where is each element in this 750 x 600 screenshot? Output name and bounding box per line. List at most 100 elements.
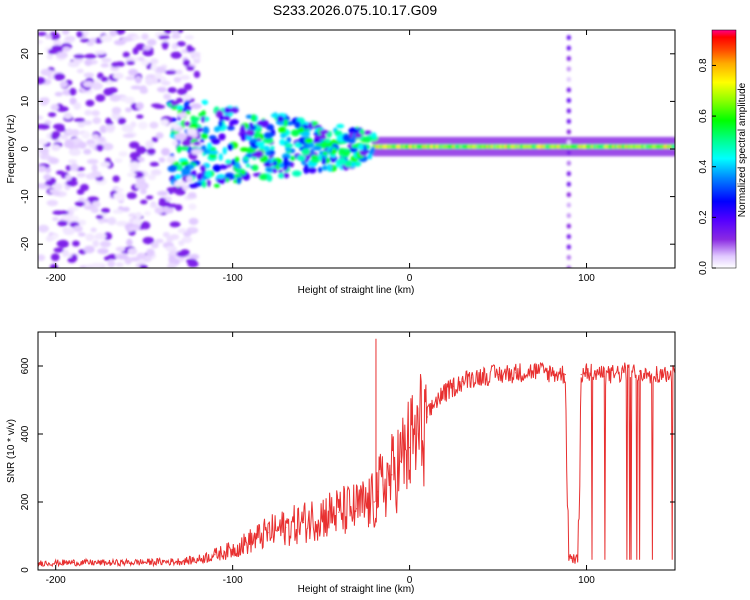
heatmap-cell xyxy=(65,165,72,171)
heatmap-cell xyxy=(56,51,68,59)
heatmap-cell xyxy=(201,99,209,105)
heatmap-cell xyxy=(91,164,98,172)
snr-y-label: SNR (10 * v/v) xyxy=(6,419,17,483)
heatmap-cell xyxy=(190,116,201,121)
heatmap-cell xyxy=(172,30,179,36)
heatmap-cell xyxy=(276,115,284,123)
heatmap-cell xyxy=(180,160,189,166)
heatmap-cell xyxy=(140,199,148,205)
snr-data-point xyxy=(249,540,251,542)
heatmap-cell xyxy=(149,121,159,129)
heatmap-cell xyxy=(234,162,241,169)
heatmap-cell xyxy=(190,103,202,110)
heatmap-cell xyxy=(38,115,44,121)
heatmap-cell xyxy=(270,113,279,118)
heatmap-cell xyxy=(134,211,143,219)
heatmap-cell xyxy=(566,181,572,187)
heatmap-cell xyxy=(240,124,246,132)
heatmap-cell xyxy=(116,220,128,227)
snr-data-point xyxy=(417,433,420,435)
spectrogram-x-ticks: -200 -100 0 100 xyxy=(46,30,595,284)
heatmap-cell xyxy=(38,165,47,173)
heatmap-cell xyxy=(176,250,188,258)
heatmap-cell xyxy=(219,164,228,170)
heatmap-cell xyxy=(566,129,572,135)
heatmap-cell xyxy=(109,30,118,37)
snr-data-point xyxy=(214,554,216,556)
heatmap-cell xyxy=(210,138,221,145)
snr-data-point xyxy=(550,372,552,374)
heatmap-cell xyxy=(94,232,107,240)
heatmap-cell xyxy=(62,46,71,52)
snr-data-point xyxy=(639,370,641,372)
heatmap-cell xyxy=(259,119,269,128)
heatmap-cell xyxy=(566,202,572,208)
heatmap-cell xyxy=(146,147,156,156)
heatmap-cell xyxy=(132,47,139,55)
heatmap-cell xyxy=(284,143,294,148)
heatmap-cell xyxy=(566,118,572,124)
snr-data-point xyxy=(267,532,269,534)
heatmap-cell xyxy=(91,82,103,91)
heatmap-cell xyxy=(164,70,177,75)
heatmap-cell xyxy=(304,163,309,172)
heatmap-cell xyxy=(246,129,254,136)
heatmap-cell xyxy=(156,190,169,197)
snr-data-point xyxy=(585,372,588,374)
heatmap-cell xyxy=(91,133,100,140)
heatmap-cell xyxy=(219,115,225,122)
heatmap-cell xyxy=(175,187,182,193)
heatmap-cell xyxy=(216,177,226,185)
heatmap-cell xyxy=(116,254,129,260)
heatmap-cell xyxy=(175,164,183,171)
heatmap-cell xyxy=(349,146,358,153)
snr-data-point xyxy=(580,373,582,376)
heatmap-cell xyxy=(96,144,104,152)
heatmap-cell xyxy=(46,199,59,207)
heatmap-cell xyxy=(113,192,126,201)
heatmap-cell xyxy=(176,104,184,110)
heatmap-cell xyxy=(86,41,95,47)
heatmap-cell xyxy=(126,238,133,247)
heatmap-cell xyxy=(251,164,259,172)
heatmap-cell xyxy=(174,132,187,141)
heatmap-cell xyxy=(77,141,87,149)
figure-title: S233.2026.075.10.17.G09 xyxy=(273,2,437,18)
heatmap-cell xyxy=(90,170,102,178)
heatmap-cell xyxy=(135,102,144,110)
snr-data-point xyxy=(355,508,358,510)
heatmap-cell xyxy=(321,157,327,165)
heatmap-cell xyxy=(98,136,106,143)
snr-data-point xyxy=(72,561,74,564)
heatmap-cell xyxy=(234,156,240,163)
heatmap-cell xyxy=(167,263,177,268)
snr-data-points xyxy=(37,338,676,564)
heatmap-cell xyxy=(266,167,273,173)
heatmap-cell xyxy=(566,77,572,83)
heatmap-cell xyxy=(317,154,323,161)
heatmap-cell xyxy=(337,157,347,166)
heatmap-cell xyxy=(122,133,135,138)
heatmap-cell xyxy=(283,118,288,127)
snr-data-point xyxy=(285,526,287,529)
snr-x-ticks: -200 -100 0 100 xyxy=(46,332,595,586)
x-tick-label: 100 xyxy=(578,273,595,284)
colorbar-tick-label: 0.2 xyxy=(698,210,709,224)
heatmap-cell xyxy=(141,33,149,40)
heatmap-cell xyxy=(191,149,203,154)
heatmap-cell xyxy=(174,173,182,180)
snr-data-point xyxy=(377,491,379,493)
heatmap-cell xyxy=(322,151,328,156)
heatmap-cell xyxy=(184,35,194,40)
y-tick-label: 0 xyxy=(20,567,31,573)
heatmap-cell xyxy=(92,117,101,125)
heatmap-cell xyxy=(239,147,249,152)
heatmap-cell xyxy=(150,103,162,108)
snr-data-point xyxy=(444,392,446,394)
snr-data-point xyxy=(426,416,428,418)
heatmap-cell xyxy=(83,120,93,126)
heatmap-cell xyxy=(130,85,143,90)
heatmap-cell xyxy=(167,165,178,173)
heatmap-cell xyxy=(61,30,70,35)
heatmap-cell xyxy=(83,245,95,254)
